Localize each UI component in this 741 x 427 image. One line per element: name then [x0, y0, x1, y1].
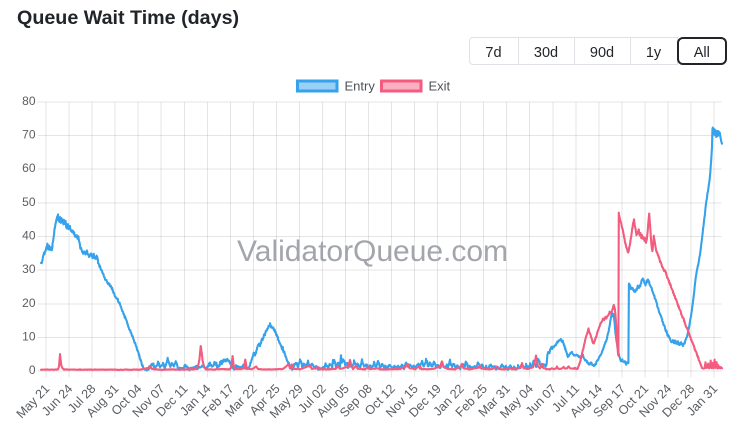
svg-text:40: 40	[22, 229, 36, 243]
svg-text:Exit: Exit	[429, 79, 451, 94]
svg-text:60: 60	[22, 161, 36, 175]
svg-text:Entry: Entry	[345, 79, 376, 94]
svg-text:80: 80	[22, 94, 36, 108]
svg-text:50: 50	[22, 195, 36, 209]
svg-text:ValidatorQueue.com: ValidatorQueue.com	[237, 235, 508, 268]
svg-text:70: 70	[22, 128, 36, 142]
svg-text:0: 0	[29, 363, 36, 377]
svg-text:20: 20	[22, 296, 36, 310]
svg-text:30: 30	[22, 262, 36, 276]
svg-text:10: 10	[22, 329, 36, 343]
